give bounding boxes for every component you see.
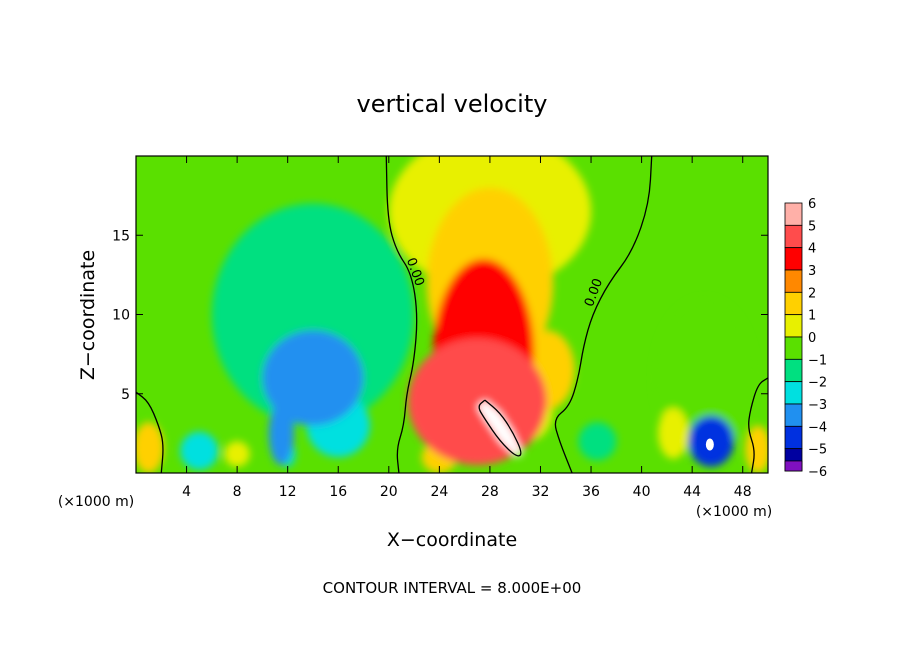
colorbar-label: 5 xyxy=(808,219,816,234)
x-tick-label: 44 xyxy=(683,484,701,500)
x-tick-label: 32 xyxy=(532,484,550,500)
x-tick-label: 24 xyxy=(430,484,448,500)
x-tick-label: 28 xyxy=(481,484,499,500)
colorbar-label: 3 xyxy=(808,264,816,279)
y-tick-label: 15 xyxy=(112,228,130,244)
y-tick-label: 5 xyxy=(121,387,130,403)
y-axis: 5 10 15 xyxy=(112,228,768,403)
field-blob xyxy=(224,441,250,467)
y-tick-label: 10 xyxy=(112,308,130,324)
field-blob xyxy=(578,422,617,461)
x-axis: 4 8 12 16 20 24 28 32 36 40 44 48 xyxy=(182,156,752,500)
field-blob xyxy=(268,401,294,466)
x-tick-label: 40 xyxy=(633,484,651,500)
y-axis-label: Z−coordinate xyxy=(77,250,99,380)
colorbar-swatch xyxy=(784,269,803,293)
colorbar-label: −5 xyxy=(808,443,827,458)
colorbar-label: −4 xyxy=(808,420,827,435)
zero-contour-left-boundary xyxy=(385,156,418,473)
field-blob xyxy=(658,408,689,459)
min-core-marker xyxy=(705,438,714,451)
colorbar-swatch xyxy=(784,358,803,383)
colorbar-label: −3 xyxy=(808,398,827,413)
chart-title: vertical velocity xyxy=(357,90,548,118)
contour-interval-note: CONTOUR INTERVAL = 8.000E+00 xyxy=(323,579,582,597)
zero-contour-core xyxy=(478,399,522,457)
colorbar-label: 6 xyxy=(808,197,816,212)
colorbar-label: 0 xyxy=(808,331,816,346)
colorbar-swatch xyxy=(784,202,803,226)
x-unit-label-right: (×1000 m) xyxy=(696,504,772,520)
x-tick-label: 36 xyxy=(582,484,600,500)
velocity-field: 0.000.00 xyxy=(136,156,768,473)
zero-contour-left-low xyxy=(136,391,164,473)
max-core-fill xyxy=(477,400,523,458)
colorbar-swatch xyxy=(784,425,803,450)
colorbar-label: −2 xyxy=(808,376,827,391)
colorbar-label: 4 xyxy=(808,242,816,257)
colorbar-label: 1 xyxy=(808,309,816,324)
colorbar-swatch xyxy=(784,224,803,249)
colorbar-swatch xyxy=(784,291,803,316)
colorbar-swatch xyxy=(784,336,803,360)
zero-contour-right-low xyxy=(748,377,768,473)
colorbar-label: 2 xyxy=(808,286,816,301)
zero-contour-right-boundary xyxy=(554,156,653,473)
colorbar: 6 5 4 3 2 1 0 −1 −2 −3 −4 −5 −6 xyxy=(784,197,827,480)
field-blob xyxy=(262,330,364,426)
x-tick-label: 8 xyxy=(233,484,242,500)
x-tick-label: 12 xyxy=(279,484,297,500)
x-axis-label: X−coordinate xyxy=(387,529,517,551)
colorbar-swatch xyxy=(784,314,803,338)
colorbar-swatch xyxy=(784,247,803,271)
x-unit-label-left: (×1000 m) xyxy=(58,494,134,510)
colorbar-label: −6 xyxy=(808,465,827,480)
field-blob xyxy=(211,203,415,426)
x-tick-label: 16 xyxy=(329,484,347,500)
x-tick-label: 48 xyxy=(734,484,752,500)
field-blob xyxy=(407,338,547,466)
field-blob xyxy=(136,422,164,473)
colorbar-swatch xyxy=(784,403,803,427)
x-tick-label: 4 xyxy=(182,484,191,500)
colorbar-swatch xyxy=(784,460,803,472)
field-blob xyxy=(180,431,219,470)
x-tick-label: 20 xyxy=(380,484,398,500)
colorbar-swatch xyxy=(784,381,803,405)
colorbar-label: −1 xyxy=(808,353,827,368)
